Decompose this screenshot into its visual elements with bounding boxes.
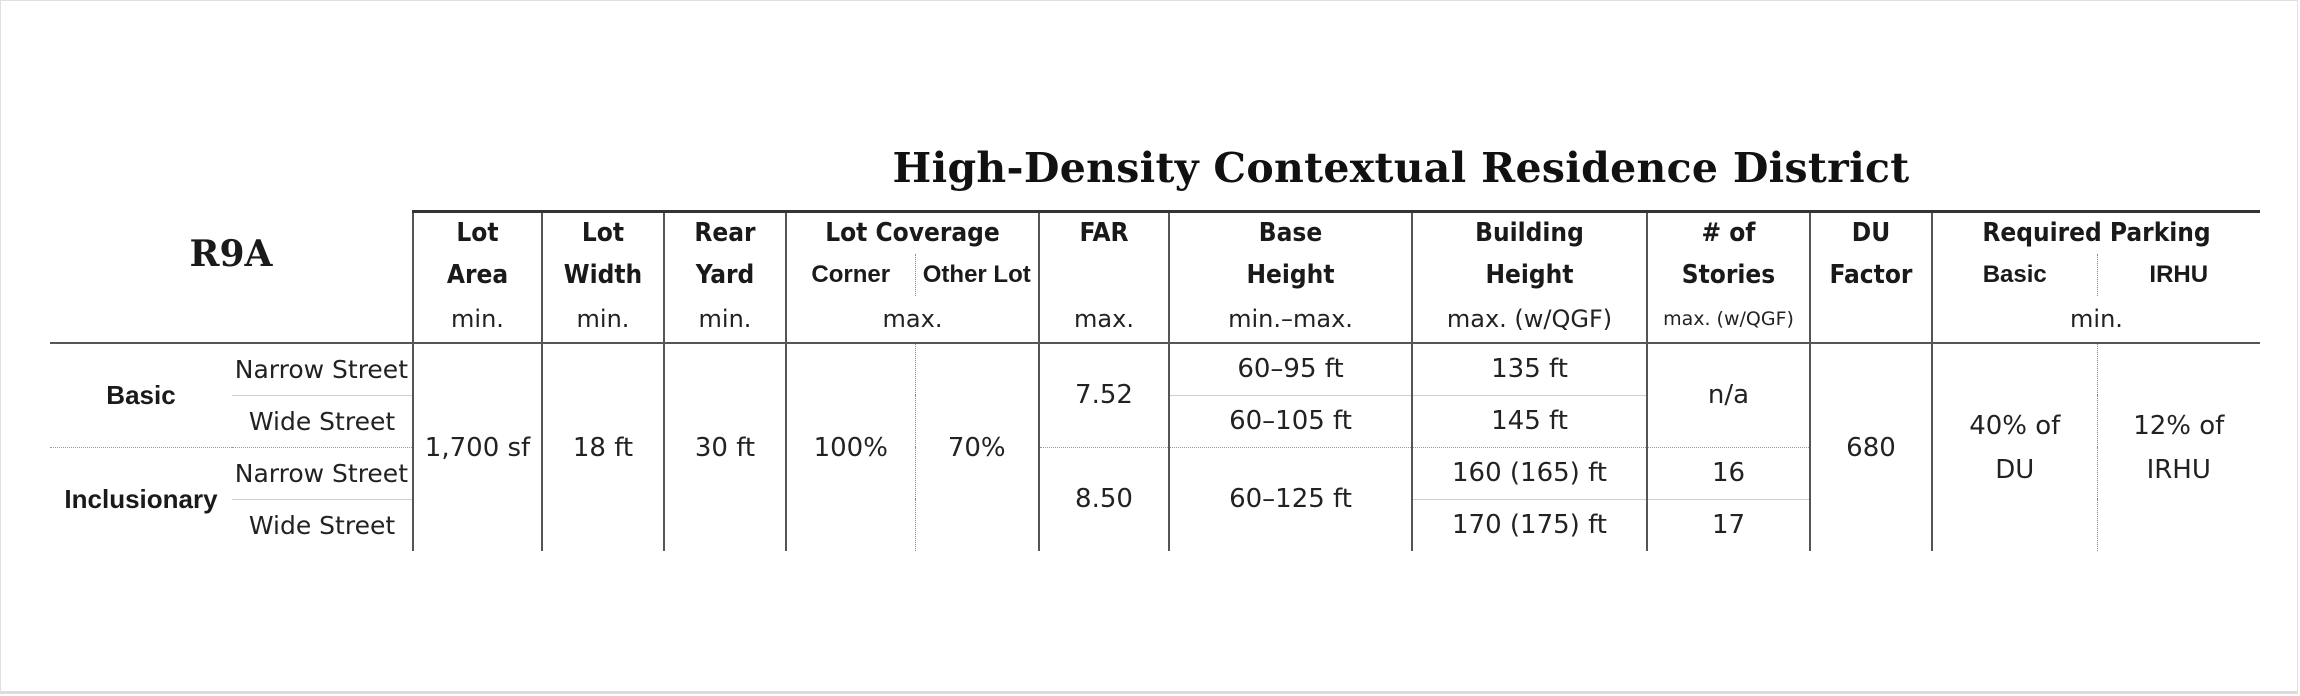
row-group-basic: Basic [106, 379, 176, 410]
row-inclusionary-narrow: Narrow Street [232, 446, 413, 499]
zoning-table: R9A Lot Lot Rear Lot Coverage FAR Base B… [50, 210, 2260, 551]
value-du-factor: 680 [1809, 343, 1932, 551]
header-base-height-1: Base [1168, 210, 1412, 254]
unit-lot-coverage: max. [785, 296, 1039, 344]
header-lot-area-1: Lot [412, 210, 542, 254]
row-group-inclusionary: Inclusionary [50, 446, 232, 551]
unit-building-height: max. (w/QGF) [1411, 296, 1647, 344]
value-base-basic-wide: 60–105 ft [1168, 394, 1412, 447]
value-parking-irhu: 12% of IRHU [2096, 343, 2260, 551]
header-lot-width-2: Width [541, 254, 664, 296]
parking-basic-line2: DU [1995, 454, 2035, 485]
unit-parking: min. [1931, 296, 2260, 344]
header-rear-yard-1: Rear [663, 210, 786, 254]
unit-base-height: min.–max. [1168, 296, 1412, 344]
parking-irhu-line1: 12% of [2133, 410, 2225, 441]
value-parking-basic: 40% of DU [1931, 343, 2097, 551]
table-title: High-Density Contextual Residence Distri… [892, 144, 1910, 192]
value-stories-basic: n/a [1646, 343, 1810, 447]
unit-lot-width: min. [541, 296, 664, 344]
header-lot-width-1: Lot [541, 210, 664, 254]
value-base-inclusionary: 60–125 ft [1168, 446, 1412, 551]
header-parking-basic: Basic [1931, 254, 2097, 296]
row-basic-wide: Wide Street [232, 394, 413, 447]
header-rear-yard-2: Yard [663, 254, 786, 296]
header-building-height-2: Height [1411, 254, 1647, 296]
header-far-blank [1038, 254, 1169, 296]
header-du-factor-2: Factor [1809, 254, 1932, 296]
header-base-height-2: Height [1168, 254, 1412, 296]
value-other-lot: 70% [914, 343, 1039, 551]
header-far: FAR [1038, 210, 1169, 254]
value-corner: 100% [785, 343, 915, 551]
value-bh-incl-wide: 170 (175) ft [1411, 498, 1647, 551]
header-stories-2: Stories [1646, 254, 1810, 296]
value-base-basic-narrow: 60–95 ft [1168, 343, 1412, 395]
unit-rear-yard: min. [663, 296, 786, 344]
value-bh-basic-wide: 145 ft [1411, 394, 1647, 447]
value-lot-width: 18 ft [541, 343, 664, 551]
value-stories-incl-narrow: 16 [1646, 446, 1810, 499]
header-parking-irhu: IRHU [2096, 254, 2260, 296]
unit-far: max. [1038, 296, 1169, 344]
value-lot-area: 1,700 sf [412, 343, 542, 551]
district-label: R9A [189, 232, 273, 275]
header-lot-coverage: Lot Coverage [785, 210, 1039, 254]
header-required-parking: Required Parking [1931, 210, 2260, 254]
header-corner: Corner [785, 254, 915, 296]
header-lot-area-2: Area [412, 254, 542, 296]
units-blank [50, 296, 413, 344]
unit-lot-area: min. [412, 296, 542, 344]
value-far-basic: 7.52 [1038, 343, 1169, 447]
parking-basic-line1: 40% of [1969, 410, 2061, 441]
value-stories-incl-wide: 17 [1646, 498, 1810, 551]
header-du-factor-1: DU [1809, 210, 1932, 254]
row-basic-narrow: Narrow Street [234, 354, 408, 384]
value-far-inclusionary: 8.50 [1038, 446, 1169, 551]
header-building-height-1: Building [1411, 210, 1647, 254]
header-stories-1: # of [1646, 210, 1810, 254]
unit-stories: max. (w/QGF) [1646, 296, 1810, 344]
value-bh-basic-narrow: 135 ft [1411, 343, 1647, 395]
parking-irhu-line2: IRHU [2146, 454, 2211, 485]
value-rear-yard: 30 ft [663, 343, 786, 551]
unit-du-factor-blank [1809, 296, 1932, 344]
value-bh-incl-narrow: 160 (165) ft [1411, 446, 1647, 499]
row-inclusionary-wide: Wide Street [232, 498, 413, 551]
header-other-lot: Other Lot [914, 254, 1039, 296]
